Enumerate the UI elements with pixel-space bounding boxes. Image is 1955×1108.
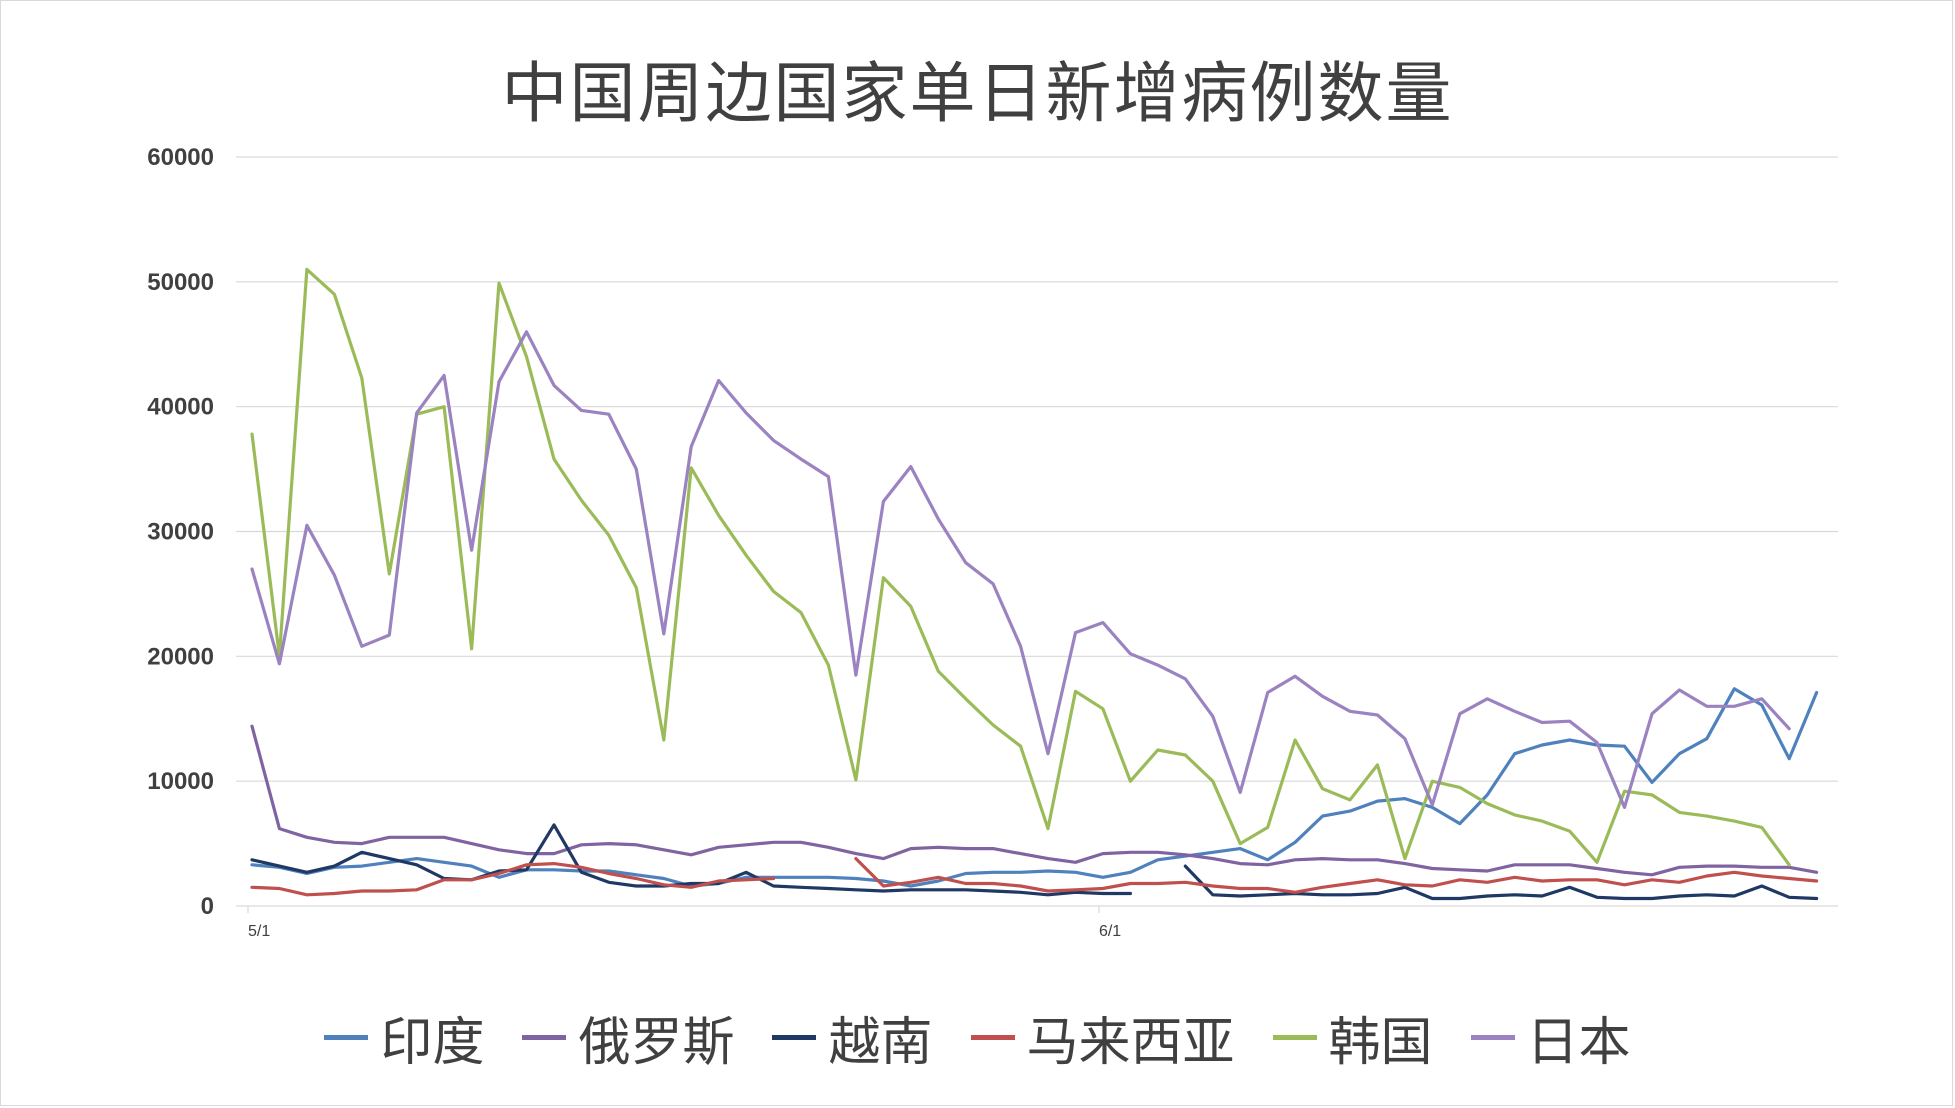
- y-tick-label: 0: [201, 893, 214, 920]
- chart-legend: 印度 俄罗斯 越南 马来西亚 韩国 日本: [0, 1000, 1955, 1075]
- legend-item: 印度: [324, 1000, 484, 1075]
- series-line-5: [250, 330, 1791, 809]
- series-line-3: [250, 857, 1819, 897]
- legend-item: 马来西亚: [970, 1000, 1235, 1075]
- series-lines: [250, 267, 1819, 901]
- legend-swatch: [970, 1035, 1015, 1040]
- legend-label: 马来西亚: [1026, 1013, 1235, 1073]
- y-tick-label: 20000: [147, 643, 214, 670]
- x-tick-label: 6/1: [1099, 923, 1121, 940]
- legend-label: 印度: [380, 1013, 485, 1073]
- gridlines: [236, 156, 1838, 782]
- legend-swatch: [1470, 1035, 1515, 1040]
- legend-swatch: [324, 1035, 369, 1040]
- legend-item: 韩国: [1272, 1000, 1433, 1075]
- legend-item: 越南: [772, 1000, 933, 1075]
- legend-swatch: [1272, 1035, 1317, 1040]
- series-line-4: [250, 267, 1791, 867]
- legend-label: 日本: [1526, 1013, 1631, 1073]
- chart-title: 中国周边国家单日新增病例数量: [501, 55, 1454, 132]
- series-line-2: [250, 823, 1819, 901]
- legend-item: 俄罗斯: [522, 1000, 734, 1075]
- y-tick-label: 30000: [147, 519, 214, 546]
- y-axis-tick-labels: 0 10000 20000 30000 40000 50000 60000: [147, 144, 214, 920]
- legend-swatch: [772, 1035, 817, 1040]
- y-tick-label: 40000: [147, 394, 214, 421]
- legend-swatch: [522, 1035, 567, 1040]
- y-tick-label: 60000: [147, 144, 214, 171]
- legend-label: 韩国: [1328, 1013, 1433, 1073]
- series-line-1: [250, 724, 1819, 877]
- legend-label: 俄罗斯: [578, 1013, 735, 1073]
- legend-label: 越南: [828, 1013, 933, 1073]
- y-tick-label: 50000: [147, 269, 214, 296]
- y-tick-label: 10000: [147, 768, 214, 795]
- series-line-0: [250, 687, 1819, 888]
- x-axis: 5/1 6/1: [236, 905, 1838, 940]
- x-tick-label: 5/1: [248, 923, 270, 940]
- legend-item: 日本: [1470, 1000, 1631, 1075]
